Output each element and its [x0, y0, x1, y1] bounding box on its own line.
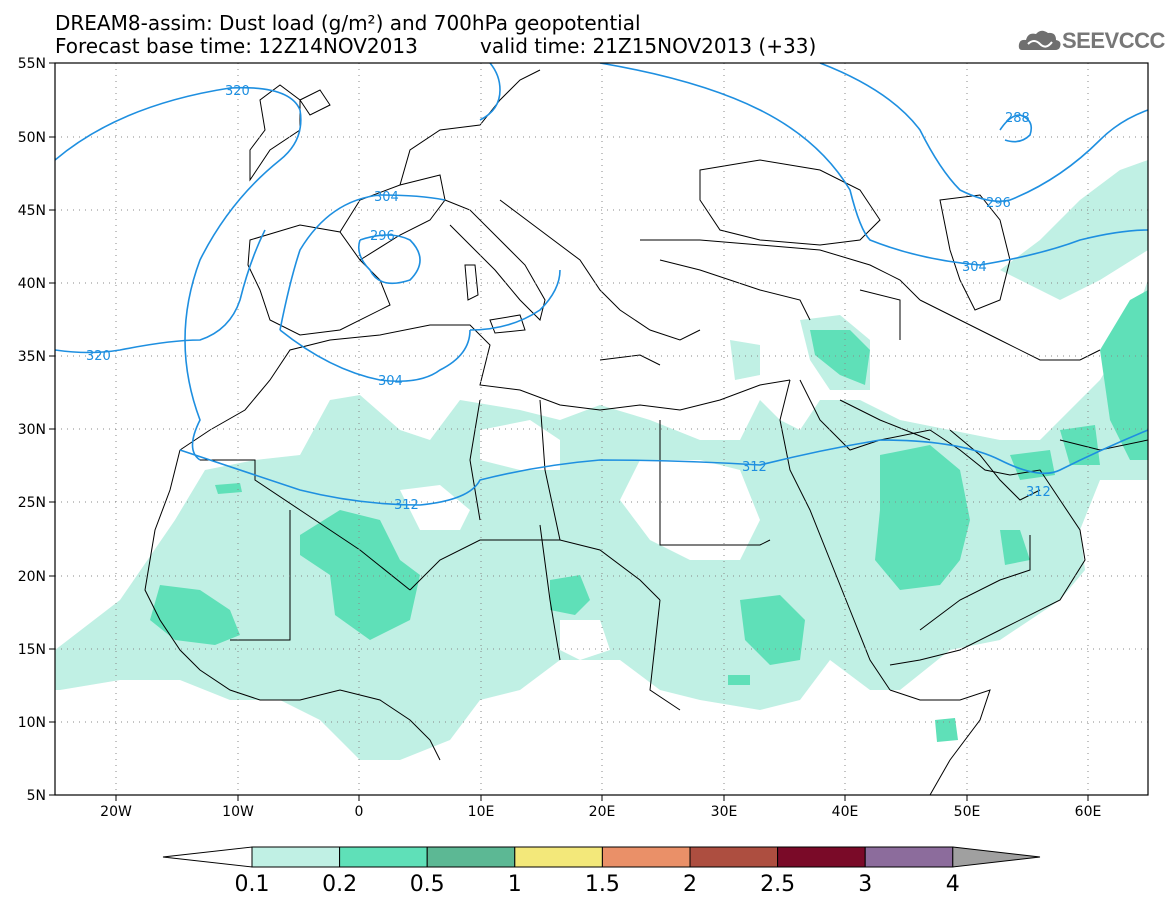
colorbar-swatch: [777, 846, 866, 868]
colorbar-swatch: [251, 846, 341, 868]
forecast-base-time: Forecast base time: 12Z14NOV2013: [55, 34, 418, 58]
colorbar-swatch: [601, 846, 691, 868]
lat-label: 20N: [18, 569, 46, 585]
colorbar-swatch: [339, 846, 428, 868]
lat-label: 35N: [18, 349, 46, 365]
lon-label: 60E: [1075, 804, 1102, 820]
colorbar-label: 0.1: [235, 872, 270, 897]
colorbar-swatch: [514, 846, 603, 868]
colorbar-label: 2.5: [760, 872, 795, 897]
colorbar-label: 0.2: [322, 872, 357, 897]
colorbar-swatch: [689, 846, 779, 868]
colorbar: 0.1 0.2 0.5 1 1.5 2 2.5 3 4: [162, 846, 1041, 897]
colorbar-label: 2: [683, 872, 697, 897]
colorbar-label: 0.5: [410, 872, 445, 897]
lat-label: 5N: [27, 788, 46, 804]
map-title: DREAM8-assim: Dust load (g/m²) and 700hP…: [55, 11, 641, 35]
lat-label: 10N: [18, 715, 46, 731]
colorbar-label: 3: [858, 872, 872, 897]
lat-label: 15N: [18, 642, 46, 658]
lat-label: 50N: [18, 130, 46, 146]
contour-label-304-spain: 304: [374, 190, 399, 205]
longitude-labels: 20W 10W 0 10E 20E 30E 40E 50E 60E: [100, 804, 1101, 820]
dust-load-shading: [55, 160, 1148, 760]
contour-label-288: 288: [1005, 111, 1030, 126]
colorbar-swatch: [426, 846, 516, 868]
contour-label-296-spain: 296: [370, 229, 395, 244]
contour-labels: 320 320 304 296 304 288 296 304 312 312 …: [86, 84, 1051, 513]
axis-ticks: [49, 62, 1089, 801]
lat-label: 55N: [18, 56, 46, 72]
contour-label-304-east: 304: [962, 260, 987, 275]
colorbar-label: 1.5: [585, 872, 620, 897]
contour-label-312-gulf: 312: [1026, 485, 1051, 500]
contour-label-296-caspian: 296: [986, 196, 1011, 211]
lon-label: 20W: [100, 804, 132, 820]
lon-label: 40E: [832, 804, 859, 820]
lat-label: 45N: [18, 203, 46, 219]
lat-label: 30N: [18, 422, 46, 438]
logo-text: SEEVCCC: [1062, 28, 1165, 53]
cloud-logo-icon: [1018, 30, 1061, 50]
coastlines: [144, 69, 1148, 795]
geopotential-contours: [55, 63, 1148, 506]
contour-label-312-egypt: 312: [742, 460, 767, 475]
lat-label: 40N: [18, 276, 46, 292]
lon-label: 20E: [589, 804, 616, 820]
colorbar-swatch: [864, 846, 954, 868]
contour-label-320-north: 320: [225, 84, 250, 99]
contour-label-304-algeria: 304: [378, 374, 403, 389]
lon-label: 30E: [711, 804, 738, 820]
colorbar-upper-arrow: [952, 846, 1041, 868]
lat-label: 25N: [18, 495, 46, 511]
lon-label: 10E: [468, 804, 495, 820]
latitude-labels: 55N 50N 45N 40N 35N 30N 25N 20N 15N 10N …: [18, 56, 46, 804]
colorbar-lower-arrow: [162, 846, 253, 868]
grid-lines: [55, 63, 1148, 795]
contour-label-320-west: 320: [86, 349, 111, 364]
colorbar-label: 1: [508, 872, 522, 897]
valid-time: valid time: 21Z15NOV2013 (+33): [480, 34, 817, 58]
lon-label: 50E: [954, 804, 981, 820]
lon-label: 10W: [222, 804, 254, 820]
contour-label-312-sahara: 312: [394, 498, 419, 513]
colorbar-label: 4: [946, 872, 960, 897]
lon-label: 0: [355, 804, 364, 820]
